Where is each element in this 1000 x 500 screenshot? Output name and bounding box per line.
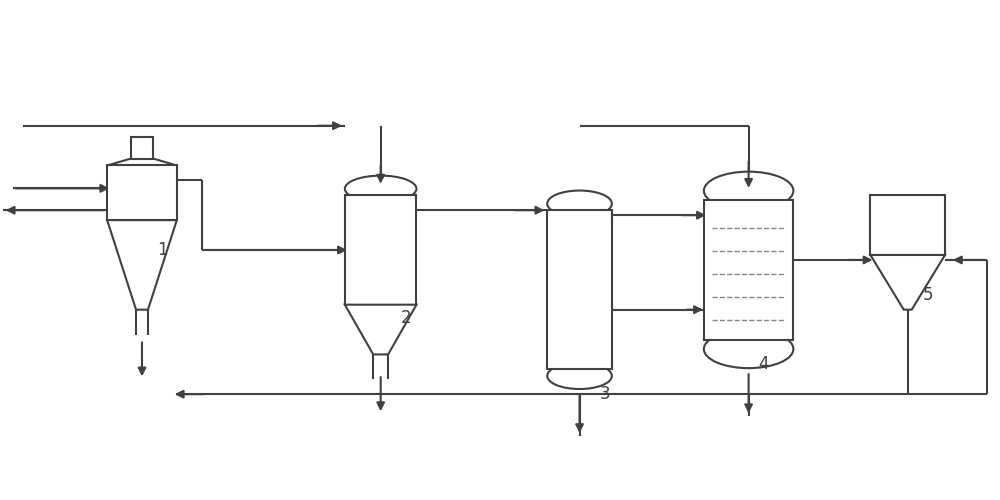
Ellipse shape — [704, 172, 793, 210]
Ellipse shape — [704, 330, 793, 368]
Polygon shape — [870, 255, 945, 310]
Text: 4: 4 — [759, 356, 769, 374]
Polygon shape — [107, 220, 177, 310]
Polygon shape — [345, 304, 416, 354]
Ellipse shape — [547, 363, 612, 389]
Text: 5: 5 — [923, 286, 933, 304]
Bar — [547, 210, 612, 370]
Ellipse shape — [547, 190, 612, 217]
Ellipse shape — [345, 176, 416, 202]
Bar — [131, 136, 153, 158]
Text: 3: 3 — [599, 385, 610, 403]
Text: 1: 1 — [157, 241, 168, 259]
Polygon shape — [107, 166, 177, 220]
Text: 2: 2 — [401, 308, 411, 326]
Bar — [345, 196, 416, 304]
Bar — [870, 196, 945, 255]
Bar — [704, 200, 793, 340]
